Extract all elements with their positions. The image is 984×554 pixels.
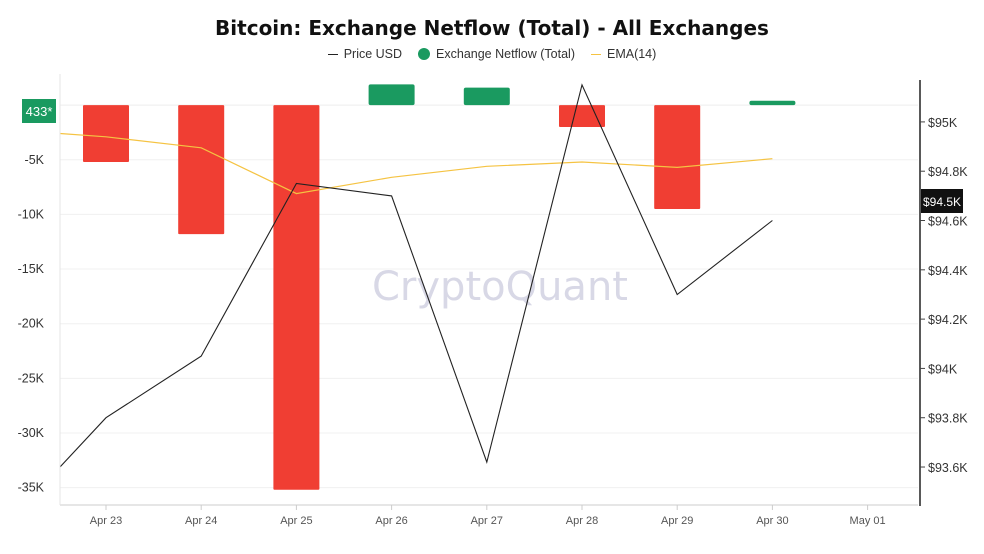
right-tick-label: $94.2K: [928, 313, 968, 327]
right-tick-label: $94K: [928, 362, 958, 376]
watermark: CryptoQuant: [372, 264, 628, 310]
right-tick-label: $94.6K: [928, 215, 968, 229]
y-tick-label: -5K: [25, 153, 45, 167]
legend-item-netflow[interactable]: Exchange Netflow (Total): [418, 47, 575, 61]
x-tick-label: Apr 26: [375, 515, 407, 527]
right-tick-label: $93.6K: [928, 461, 968, 475]
y-tick-label: -35K: [18, 481, 45, 495]
last-netflow-tag: [22, 99, 56, 123]
legend-line-icon: [590, 53, 601, 55]
x-tick-label: May 01: [850, 515, 886, 527]
netflow-bar: [463, 87, 510, 106]
y-tick-label: -30K: [18, 426, 45, 440]
netflow-bar: [83, 105, 129, 162]
last-price-label: $94.5K: [923, 195, 961, 209]
netflow-bar: [273, 105, 320, 490]
netflow-bar: [654, 105, 701, 209]
chart-title: Bitcoin: Exchange Netflow (Total) - All …: [215, 16, 769, 40]
x-tick-label: Apr 29: [661, 515, 693, 527]
y-tick-label: -15K: [18, 262, 45, 276]
last-netflow-label: 433*: [26, 104, 53, 119]
y-tick-label: -25K: [18, 371, 45, 385]
x-tick-label: Apr 27: [471, 515, 503, 527]
last-price-tag: [921, 189, 963, 213]
x-tick-label: Apr 24: [185, 515, 217, 527]
right-tick-label: $94.4K: [928, 264, 968, 278]
legend-label-price: Price USD: [343, 47, 403, 61]
legend-label-ema: EMA(14): [606, 47, 657, 61]
x-tick-label: Apr 23: [90, 515, 122, 527]
legend-item-price[interactable]: Price USD: [327, 47, 403, 61]
right-tick-label: $93.8K: [928, 412, 968, 426]
right-tick-label: $94.8K: [928, 165, 968, 179]
price-line: [59, 83, 773, 468]
y-tick-label: -10K: [18, 207, 45, 221]
legend-item-ema[interactable]: EMA(14): [590, 47, 657, 61]
y-tick-label: -20K: [18, 317, 45, 331]
legend: Price USD Exchange Netflow (Total) EMA(1…: [0, 47, 984, 61]
netflow-bar: [749, 100, 796, 106]
netflow-bar: [559, 105, 605, 127]
x-tick-label: Apr 25: [280, 515, 312, 527]
ema-line: [59, 132, 773, 195]
x-tick-label: Apr 30: [756, 515, 788, 527]
legend-label-netflow: Exchange Netflow (Total): [436, 47, 575, 61]
x-tick-label: Apr 28: [566, 515, 598, 527]
netflow-bar: [368, 84, 415, 106]
legend-line-icon: [327, 53, 338, 55]
legend-dot-icon: [418, 48, 431, 60]
right-tick-label: $95K: [928, 116, 958, 130]
netflow-bar: [178, 105, 225, 235]
